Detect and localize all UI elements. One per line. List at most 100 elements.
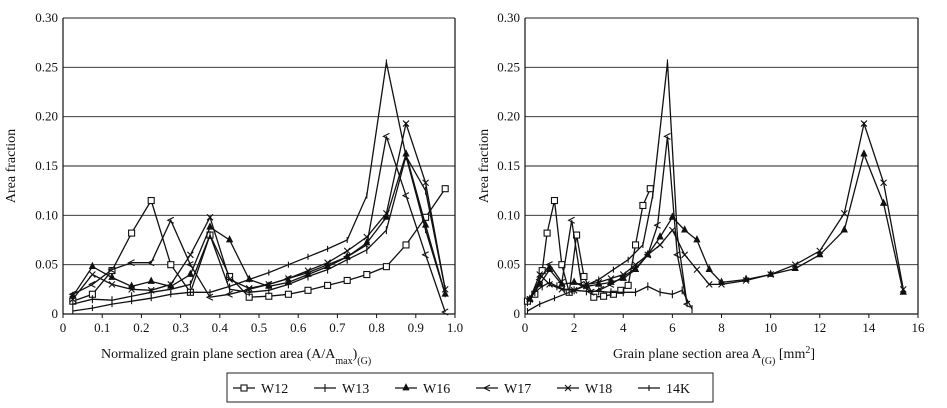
right-point-w12 bbox=[631, 241, 640, 249]
right-series-line-w17 bbox=[529, 136, 688, 305]
legend-marker-w18 bbox=[564, 384, 572, 392]
left-point-w16 bbox=[382, 212, 391, 220]
left-y-tick-label: 0.20 bbox=[35, 109, 58, 124]
legend-marker-w16 bbox=[402, 383, 410, 391]
right-point-w18 bbox=[718, 281, 725, 288]
left-x-tick-label: 0 bbox=[60, 320, 67, 335]
left-point-w17 bbox=[421, 251, 429, 259]
right-point-w18 bbox=[681, 251, 689, 259]
legend-label-w17: W17 bbox=[504, 382, 531, 397]
left-point-w18 bbox=[128, 285, 135, 293]
left-point-w18 bbox=[285, 275, 292, 282]
left-point-w17 bbox=[205, 293, 214, 301]
right-x-axis-title: Grain plane section area A(G) [mm2] bbox=[613, 345, 815, 367]
left-x-title-sub-g: (G) bbox=[357, 356, 371, 367]
right-point-w12 bbox=[624, 281, 632, 289]
right-point-w18 bbox=[791, 261, 799, 269]
legend-label-w13: W13 bbox=[342, 382, 369, 397]
right-point-w18 bbox=[880, 179, 888, 187]
left-x-tick-label: 0.8 bbox=[368, 320, 384, 335]
left-point-w18 bbox=[187, 251, 194, 259]
right-y-tick-label: 0.20 bbox=[497, 109, 520, 124]
left-point-w18 bbox=[324, 259, 331, 267]
left-point-w12 bbox=[324, 281, 332, 289]
right-x-tick-label: 14 bbox=[862, 320, 876, 335]
left-x-title-sub-max: max bbox=[335, 356, 352, 367]
right-point-w18 bbox=[536, 271, 544, 278]
right-point-w16 bbox=[681, 225, 689, 233]
left-y-axis-title: Area fraction bbox=[4, 129, 19, 203]
right-x-tick-label: 6 bbox=[669, 320, 676, 335]
right-y-tick-label: 0.25 bbox=[497, 59, 520, 74]
right-point-w18 bbox=[526, 295, 534, 303]
left-point-w17 bbox=[382, 132, 390, 140]
left-point-w16 bbox=[206, 222, 214, 230]
legend: W12 W13 W16 W17 W18 14K bbox=[226, 372, 714, 403]
right-point-w12 bbox=[646, 185, 654, 193]
right-point-w12 bbox=[600, 292, 608, 300]
left-point-w17 bbox=[127, 259, 135, 267]
left-point-w18 bbox=[226, 276, 233, 283]
right-x-title-sup: 2 bbox=[805, 345, 810, 356]
left-series-line-w13 bbox=[72, 154, 446, 305]
legend-box bbox=[226, 372, 714, 403]
right-point-w18 bbox=[607, 275, 615, 282]
legend-marker-w17 bbox=[482, 384, 491, 392]
left-point-w18 bbox=[69, 295, 77, 303]
left-point-w18 bbox=[383, 209, 390, 217]
right-point-w16 bbox=[705, 264, 713, 272]
right-series-line-14k bbox=[527, 62, 688, 312]
right-x-tick-label: 8 bbox=[718, 320, 725, 335]
left-point-w16 bbox=[88, 261, 97, 270]
left-point-w18 bbox=[304, 267, 312, 274]
right-x-title-sub-g: (G) bbox=[762, 356, 776, 367]
left-x-tick-label: 0.4 bbox=[212, 320, 229, 335]
right-point-w16 bbox=[860, 149, 868, 157]
right-point-w18 bbox=[644, 251, 652, 259]
left-x-tick-label: 0.2 bbox=[133, 320, 149, 335]
right-point-w12 bbox=[550, 196, 559, 205]
left-y-tick-label: 0.10 bbox=[35, 207, 58, 222]
left-point-w18 bbox=[167, 281, 175, 288]
right-point-w17 bbox=[545, 261, 553, 269]
right-point-w12 bbox=[580, 272, 588, 281]
right-point-w17 bbox=[557, 278, 566, 286]
right-point-w17 bbox=[535, 275, 543, 283]
right-point-w18 bbox=[860, 120, 868, 127]
right-point-w17 bbox=[682, 300, 691, 308]
right-point-w17 bbox=[567, 216, 575, 224]
left-x-title-main: Normalized grain plane section area (A/A bbox=[101, 347, 336, 362]
right-point-w12 bbox=[590, 293, 598, 301]
right-x-title-main: Grain plane section area A bbox=[613, 347, 762, 362]
right-point-w17 bbox=[673, 251, 681, 259]
right-point-w16 bbox=[840, 225, 848, 233]
right-point-w18 bbox=[840, 209, 848, 217]
left-point-w12 bbox=[343, 276, 351, 285]
right-x-tick-label: 16 bbox=[912, 320, 926, 335]
left-point-w16 bbox=[147, 276, 155, 284]
left-x-tick-label: 0.6 bbox=[290, 320, 307, 335]
right-y-tick-label: 0.10 bbox=[497, 207, 520, 222]
left-point-w16 bbox=[127, 281, 136, 289]
left-point-w17 bbox=[88, 280, 96, 288]
left-point-w18 bbox=[245, 284, 253, 292]
left-point-w12 bbox=[167, 261, 175, 269]
left-point-w16 bbox=[108, 272, 116, 280]
right-point-w18 bbox=[899, 285, 907, 293]
left-x-tick-label: 1.0 bbox=[447, 320, 463, 335]
left-series-line-w18 bbox=[72, 121, 446, 300]
right-point-w17 bbox=[596, 285, 605, 293]
right-x-title-close: ] bbox=[810, 347, 815, 362]
legend-label-w16: W16 bbox=[423, 382, 450, 397]
right-point-w18 bbox=[558, 285, 566, 293]
left-point-w16 bbox=[186, 269, 195, 277]
right-point-w17 bbox=[631, 265, 639, 273]
right-y-tick-label: 0 bbox=[514, 306, 521, 321]
left-x-tick-label: 0.5 bbox=[251, 320, 267, 335]
left-point-w17 bbox=[186, 261, 194, 269]
left-point-w17 bbox=[284, 274, 292, 282]
left-point-w17 bbox=[401, 192, 410, 200]
left-point-w17 bbox=[362, 241, 371, 249]
right-point-w16 bbox=[656, 232, 664, 240]
right-chart: Area fraction Grain plane section area A… bbox=[477, 10, 925, 367]
